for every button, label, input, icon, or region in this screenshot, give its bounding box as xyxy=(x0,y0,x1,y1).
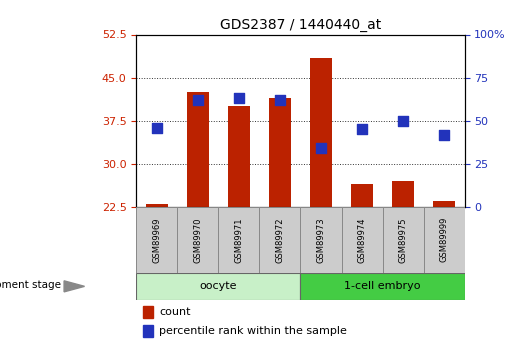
Bar xyxy=(383,207,424,273)
Bar xyxy=(300,207,341,273)
Text: 1-cell embryo: 1-cell embryo xyxy=(344,282,421,291)
Bar xyxy=(269,98,291,207)
Point xyxy=(153,125,161,130)
Bar xyxy=(300,273,465,300)
Text: GSM89975: GSM89975 xyxy=(398,217,408,263)
Polygon shape xyxy=(64,281,84,292)
Bar xyxy=(433,201,456,207)
Bar xyxy=(145,204,168,207)
Text: GSM89971: GSM89971 xyxy=(234,217,243,263)
Text: GSM89973: GSM89973 xyxy=(317,217,326,263)
Text: GSM89970: GSM89970 xyxy=(193,217,203,263)
Text: GSM89974: GSM89974 xyxy=(358,217,367,263)
Point xyxy=(440,132,448,137)
Bar xyxy=(136,207,177,273)
Bar xyxy=(392,181,414,207)
Bar xyxy=(143,325,153,337)
Point xyxy=(235,96,243,101)
Bar xyxy=(143,306,153,317)
Point xyxy=(399,118,407,124)
Bar xyxy=(260,207,300,273)
Text: development stage: development stage xyxy=(0,280,62,290)
Text: GSM89999: GSM89999 xyxy=(439,217,448,263)
Point xyxy=(358,127,366,132)
Bar xyxy=(177,207,219,273)
Text: percentile rank within the sample: percentile rank within the sample xyxy=(160,326,347,336)
Point xyxy=(194,97,202,103)
Text: GSM89972: GSM89972 xyxy=(275,217,284,263)
Bar xyxy=(424,207,465,273)
Title: GDS2387 / 1440440_at: GDS2387 / 1440440_at xyxy=(220,18,381,32)
Bar xyxy=(228,106,250,207)
Text: GSM89969: GSM89969 xyxy=(153,217,162,263)
Text: count: count xyxy=(160,307,191,317)
Text: oocyte: oocyte xyxy=(199,282,237,291)
Bar xyxy=(136,273,300,300)
Bar xyxy=(351,184,373,207)
Bar xyxy=(219,207,260,273)
Bar xyxy=(187,92,209,207)
Point xyxy=(317,146,325,151)
Point xyxy=(276,97,284,103)
Bar xyxy=(310,58,332,207)
Bar xyxy=(341,207,383,273)
